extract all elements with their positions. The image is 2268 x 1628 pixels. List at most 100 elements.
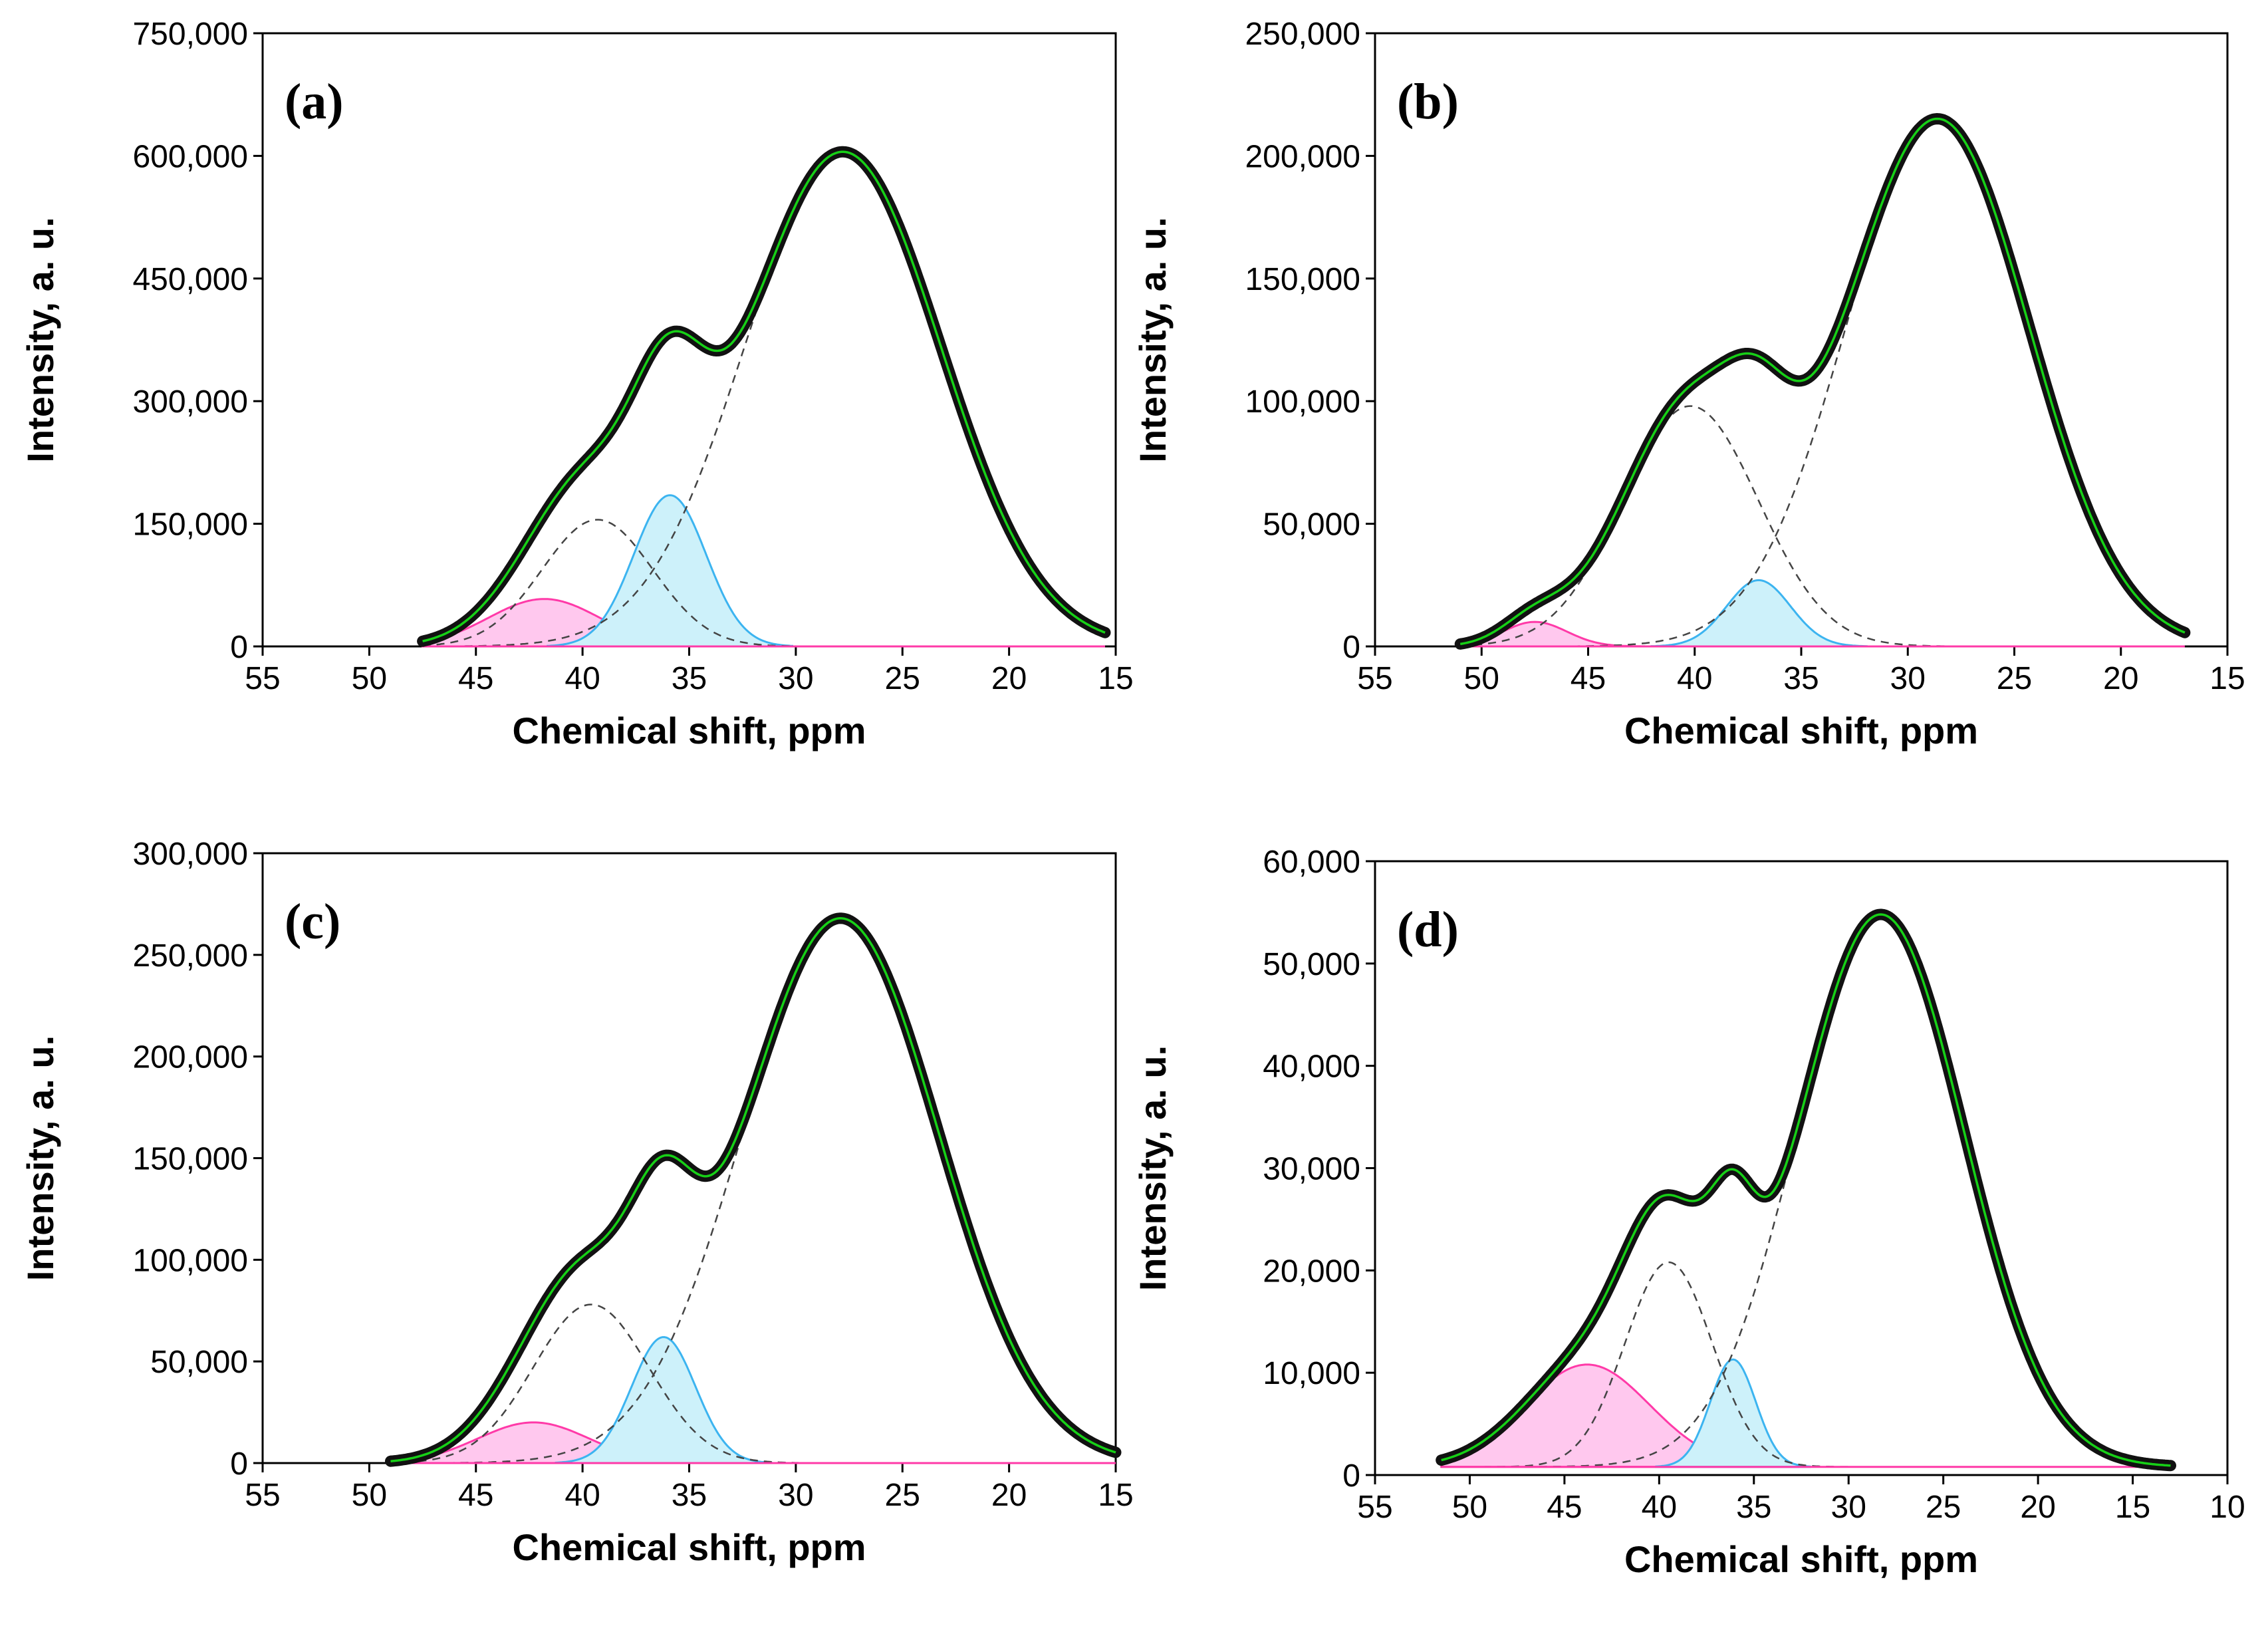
- y-tick-label: 250,000: [1245, 17, 1360, 52]
- x-tick-label: 40: [1642, 1490, 1677, 1525]
- x-tick-label: 30: [778, 1478, 813, 1513]
- experimental-data-dots: [421, 146, 1107, 639]
- experimental-data-dots: [389, 912, 1118, 1459]
- fit-curve: [1441, 913, 2171, 1467]
- y-axis-title: Intensity, a. u.: [1132, 1045, 1174, 1291]
- x-tick-label: 15: [1098, 661, 1133, 696]
- y-tick-label: 450,000: [132, 262, 248, 297]
- x-tick-label: 20: [2020, 1490, 2055, 1525]
- component-blue: [1650, 579, 1868, 648]
- x-tick-label: 35: [672, 661, 707, 696]
- y-tick-label: 150,000: [132, 507, 248, 543]
- fit-curve: [390, 917, 1116, 1462]
- x-axis-title: Chemical shift, ppm: [512, 1526, 866, 1568]
- plot-frame: [1374, 860, 2229, 1476]
- plot-area: 55 50 45 40 35 30 25 20 15 0 150,000 300,000 450,000…: [132, 17, 1133, 696]
- component-dashed-1: [1460, 405, 2185, 648]
- x-tick-label: 15: [2209, 661, 2245, 696]
- curves: [1436, 908, 2176, 1472]
- x-tick-label: 25: [1997, 661, 2032, 696]
- plot-area: 55 50 45 40 35 30 25 20 15 0 50,000 100,000 150,000 2…: [132, 837, 1133, 1513]
- y-tick-label: 30,000: [1263, 1152, 1360, 1187]
- plot-area: 55 50 45 40 35 30 25 20 15 0 50,000 100,000 150,000 2…: [1245, 17, 2245, 696]
- y-axis-title: Intensity, a. u.: [1132, 217, 1174, 462]
- component-blue: [1655, 1358, 1811, 1468]
- x-tick-label: 35: [1736, 1490, 1771, 1525]
- experimental-data: [417, 146, 1111, 647]
- x-tick-label: 55: [1357, 661, 1392, 696]
- y-tick-label: 300,000: [132, 837, 248, 872]
- experimental-data-dots: [1458, 113, 2187, 642]
- x-axis-title: Chemical shift, ppm: [1624, 1538, 1978, 1580]
- x-tick-label: 20: [991, 1478, 1027, 1513]
- curves: [417, 146, 1111, 648]
- y-tick-label: 100,000: [1245, 384, 1360, 420]
- y-tick-label: 200,000: [1245, 139, 1360, 174]
- x-tick-label: 40: [565, 661, 600, 696]
- x-tick-label: 45: [458, 661, 493, 696]
- y-tick-label: 300,000: [132, 384, 248, 420]
- x-tick-label: 15: [1098, 1478, 1133, 1513]
- x-tick-label: 30: [1890, 661, 1926, 696]
- panel-label: (b): [1397, 74, 1459, 130]
- x-axis-title: Chemical shift, ppm: [1624, 710, 1978, 751]
- x-tick-label: 40: [1677, 661, 1712, 696]
- y-tick-label: 250,000: [132, 938, 248, 974]
- x-tick-label: 55: [245, 661, 280, 696]
- x-tick-label: 25: [885, 661, 920, 696]
- x-tick-label: 10: [2209, 1490, 2245, 1525]
- y-tick-label: 750,000: [132, 17, 248, 52]
- y-tick-label: 50,000: [150, 1345, 248, 1380]
- y-tick-label: 150,000: [132, 1142, 248, 1177]
- experimental-data-dots: [1440, 908, 2172, 1464]
- x-tick-label: 55: [1357, 1490, 1392, 1525]
- x-tick-label: 35: [1783, 661, 1819, 696]
- y-tick-label: 20,000: [1263, 1254, 1360, 1289]
- panel-label: (c): [285, 894, 340, 950]
- x-tick-label: 20: [991, 661, 1027, 696]
- x-tick-label: 25: [885, 1478, 920, 1513]
- component-dashed-1: [1441, 1261, 2171, 1468]
- panel-d: 55 50 45 40 35 30 25 20 15 10 0 10,000 20,000 30,000 4…: [1132, 845, 2245, 1580]
- fit-curve: [422, 150, 1106, 642]
- y-tick-label: 10,000: [1263, 1356, 1360, 1391]
- y-tick-label: 50,000: [1263, 507, 1360, 543]
- x-tick-label: 45: [458, 1478, 493, 1513]
- experimental-data: [1436, 908, 2176, 1472]
- x-tick-label: 45: [1547, 1490, 1582, 1525]
- x-tick-label: 55: [245, 1478, 280, 1513]
- curves: [1454, 113, 2191, 650]
- x-tick-label: 50: [1452, 1490, 1487, 1525]
- plot-frame: [1374, 32, 2229, 648]
- panel-c: 55 50 45 40 35 30 25 20 15 0 50,000 100,000 150,000 2…: [19, 837, 1134, 1568]
- experimental-data: [385, 912, 1122, 1467]
- x-axis-title: Chemical shift, ppm: [512, 710, 866, 751]
- panel-label: (d): [1397, 902, 1459, 958]
- curves: [385, 912, 1122, 1467]
- y-tick-label: 0: [1342, 1458, 1360, 1494]
- y-tick-label: 40,000: [1263, 1049, 1360, 1085]
- y-tick-label: 0: [1342, 630, 1360, 665]
- y-axis-title: Intensity, a. u.: [19, 1035, 61, 1281]
- x-tick-label: 30: [1831, 1490, 1866, 1525]
- experimental-data: [1454, 113, 2191, 650]
- x-tick-label: 35: [672, 1478, 707, 1513]
- component-blue: [555, 1336, 773, 1464]
- panel-b: 55 50 45 40 35 30 25 20 15 0 50,000 100,000 150,000 2…: [1132, 17, 2245, 751]
- y-tick-label: 60,000: [1263, 845, 1360, 880]
- x-tick-label: 40: [565, 1478, 600, 1513]
- y-tick-label: 0: [230, 630, 248, 665]
- y-tick-label: 600,000: [132, 139, 248, 174]
- x-tick-label: 30: [778, 661, 813, 696]
- fit-curve: [1459, 117, 2186, 646]
- panel-label: (a): [285, 74, 344, 130]
- x-tick-label: 50: [352, 1478, 387, 1513]
- plot-area: 55 50 45 40 35 30 25 20 15 10 0 10,000 20,000 30,000 4…: [1263, 845, 2245, 1525]
- x-tick-label: 50: [352, 661, 387, 696]
- y-tick-label: 150,000: [1245, 262, 1360, 297]
- x-tick-label: 20: [2103, 661, 2138, 696]
- y-tick-label: 100,000: [132, 1243, 248, 1278]
- component-dashed-2: [1460, 118, 2186, 648]
- x-tick-label: 15: [2115, 1490, 2150, 1525]
- component-blue: [547, 494, 794, 648]
